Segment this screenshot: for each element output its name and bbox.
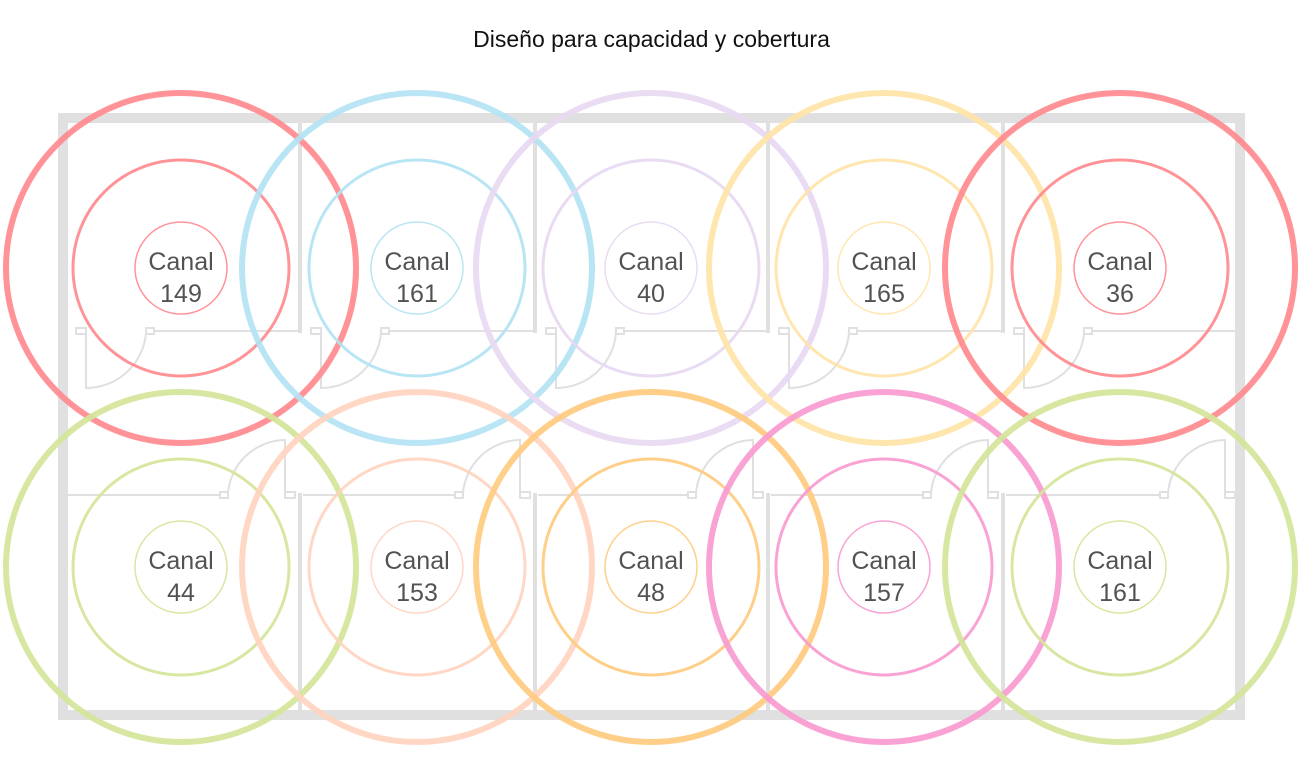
access-points: Canal149Canal161Canal40Canal165Canal36Ca… (3, 90, 1298, 745)
access-point: Canal 44 (3, 389, 359, 745)
channel-label: Canal (148, 547, 213, 575)
access-point: Canal 161 (239, 90, 595, 446)
channel-label: Canal (384, 248, 449, 276)
coverage-ring-inner (134, 520, 228, 614)
door (1023, 332, 1085, 390)
coverage-ring-outer (473, 389, 829, 745)
coverage-ring-middle (541, 457, 761, 677)
channel-number: 165 (863, 280, 905, 308)
door (320, 332, 382, 390)
channel-number: 40 (637, 280, 665, 308)
coverage-ring-outer (942, 90, 1298, 446)
coverage-ring-inner (134, 221, 228, 315)
channel-number: 36 (1106, 280, 1134, 308)
room-wall (303, 491, 531, 499)
channel-label: Canal (1087, 547, 1152, 575)
coverage-ring-middle (1010, 158, 1230, 378)
access-point: Canal 157 (706, 389, 1062, 745)
coverage-ring-outer (706, 389, 1062, 745)
walls (58, 113, 1245, 720)
coverage-ring-inner (1073, 221, 1167, 315)
coverage-ring-inner (1073, 520, 1167, 614)
access-point: Canal 153 (239, 389, 595, 745)
coverage-ring-outer (942, 389, 1298, 745)
door (788, 332, 850, 390)
room-wall (1006, 491, 1236, 499)
channel-number: 153 (396, 579, 438, 607)
access-point: Canal 165 (706, 90, 1062, 446)
channel-number: 161 (1099, 579, 1141, 607)
coverage-ring-middle (774, 158, 994, 378)
coverage-ring-middle (1010, 457, 1230, 677)
coverage-ring-outer (3, 389, 359, 745)
channel-label: Canal (618, 547, 683, 575)
channel-number: 44 (167, 579, 195, 607)
outer-wall (58, 113, 1245, 720)
door (930, 438, 989, 494)
channel-label: Canal (618, 248, 683, 276)
channel-number: 157 (863, 579, 905, 607)
coverage-ring-inner (370, 221, 464, 315)
room-wall (538, 491, 764, 499)
coverage-ring-inner (604, 221, 698, 315)
access-point: Canal 48 (473, 389, 829, 745)
door (85, 332, 147, 390)
coverage-ring-outer (473, 90, 829, 446)
coverage-ring-middle (71, 457, 291, 677)
coverage-ring-outer (239, 90, 595, 446)
channel-number: 161 (396, 280, 438, 308)
access-point: Canal 161 (942, 389, 1298, 745)
door (227, 438, 286, 494)
diagram-title: Diseño para capacidad y cobertura (473, 26, 830, 52)
access-point: Canal 40 (473, 90, 829, 446)
door (695, 438, 754, 494)
door (462, 438, 521, 494)
channel-number: 149 (160, 280, 202, 308)
channel-number: 48 (637, 579, 665, 607)
coverage-ring-inner (837, 221, 931, 315)
coverage-ring-middle (307, 158, 527, 378)
channel-label: Canal (851, 248, 916, 276)
coverage-ring-outer (706, 90, 1062, 446)
coverage-ring-outer (3, 90, 359, 446)
access-point: Canal 149 (3, 90, 359, 446)
room-wall (68, 491, 296, 499)
room-wall (771, 491, 999, 499)
coverage-ring-middle (71, 158, 291, 378)
access-point: Canal 36 (942, 90, 1298, 446)
coverage-ring-inner (370, 520, 464, 614)
coverage-ring-middle (307, 457, 527, 677)
door (555, 332, 617, 390)
channel-label: Canal (384, 547, 449, 575)
channel-label: Canal (851, 547, 916, 575)
coverage-ring-outer (239, 389, 595, 745)
channel-label: Canal (1087, 248, 1152, 276)
coverage-ring-inner (604, 520, 698, 614)
coverage-ring-middle (774, 457, 994, 677)
coverage-ring-middle (541, 158, 761, 378)
door (1167, 438, 1226, 494)
channel-label: Canal (148, 248, 213, 276)
coverage-ring-inner (837, 520, 931, 614)
